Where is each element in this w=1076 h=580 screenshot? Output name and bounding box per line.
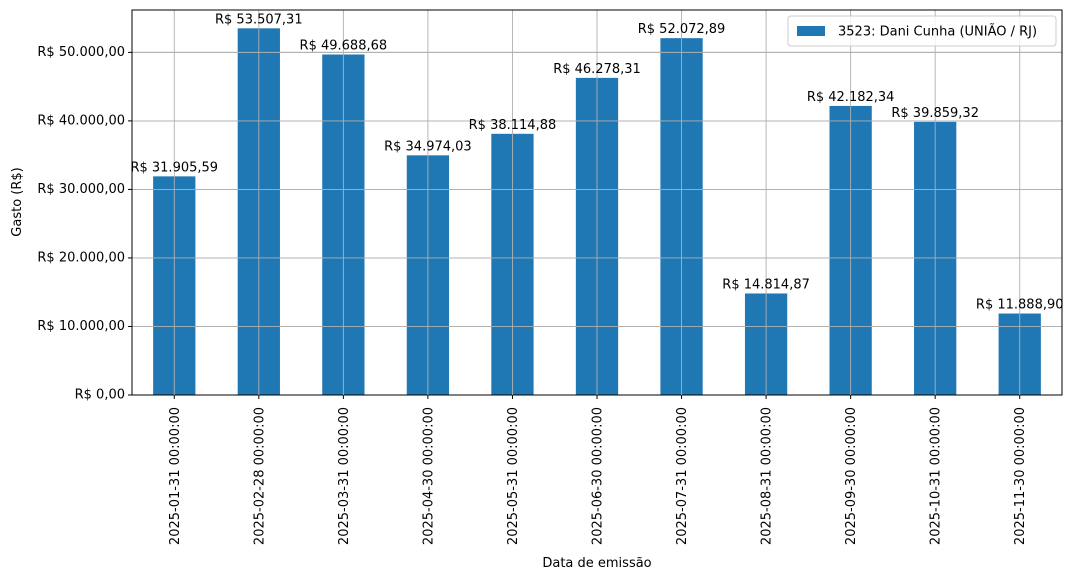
x-tick-label: 2025-09-30 00:00:00: [844, 407, 859, 545]
bar-value-label: R$ 46.278,31: [553, 62, 641, 77]
bar-value-label: R$ 49.688,68: [300, 39, 388, 54]
x-tick-label: 2025-08-31 00:00:00: [760, 407, 775, 545]
y-tick-label: R$ 20.000,00: [37, 250, 125, 265]
bar-value-label: R$ 52.072,89: [638, 22, 726, 37]
y-axis-label: Gasto (R$): [10, 167, 25, 236]
legend-swatch: [797, 26, 825, 36]
y-tick-label: R$ 30.000,00: [37, 182, 125, 197]
bar-value-label: R$ 34.974,03: [384, 139, 472, 154]
y-tick-label: R$ 10.000,00: [37, 319, 125, 334]
bar-value-label: R$ 42.182,34: [807, 90, 895, 105]
x-axis-label: Data de emissão: [542, 556, 651, 571]
x-axis-ticks: 2025-01-31 00:00:00 2025-02-28 00:00:00 20…: [168, 395, 1028, 545]
x-tick-label: 2025-11-30 00:00:00: [1013, 407, 1028, 545]
bar-value-labels: R$ 31.905,59 R$ 53.507,31 R$ 49.688,68 R$ 3…: [130, 12, 1064, 395]
y-tick-label: R$ 40.000,00: [37, 113, 125, 128]
x-tick-label: 2025-03-31 00:00:00: [337, 407, 352, 545]
y-tick-label: R$ 0,00: [75, 388, 125, 403]
legend-entry-label: 3523: Dani Cunha (UNIÃO / RJ): [838, 24, 1037, 40]
bar-value-label: R$ 11.888,90: [976, 298, 1064, 313]
bar-value-label: R$ 53.507,31: [215, 12, 303, 27]
bar-value-label: R$ 38.114,88: [469, 118, 557, 133]
legend-box: [787, 15, 1057, 47]
bar-value-label: R$ 14.814,87: [722, 277, 810, 292]
x-tick-label: 2025-05-31 00:00:00: [506, 407, 521, 545]
x-tick-label: 2025-01-31 00:00:00: [168, 407, 183, 545]
x-tick-label: 2025-02-28 00:00:00: [252, 407, 267, 545]
x-tick-label: 2025-04-30 00:00:00: [421, 407, 436, 545]
x-tick-label: 2025-10-31 00:00:00: [929, 407, 944, 545]
x-tick-label: 2025-07-31 00:00:00: [675, 407, 690, 545]
bar-value-label: R$ 31.905,59: [130, 160, 218, 175]
bar-value-label: R$ 39.859,32: [891, 106, 979, 121]
y-tick-label: R$ 50.000,00: [37, 45, 125, 60]
legend: 3523: Dani Cunha (UNIÃO / RJ): [787, 15, 1057, 47]
x-tick-label: 2025-06-30 00:00:00: [591, 407, 606, 545]
y-axis-ticks: R$ 0,00 R$ 10.000,00 R$ 20.000,00 R$ 30.000…: [37, 45, 132, 403]
